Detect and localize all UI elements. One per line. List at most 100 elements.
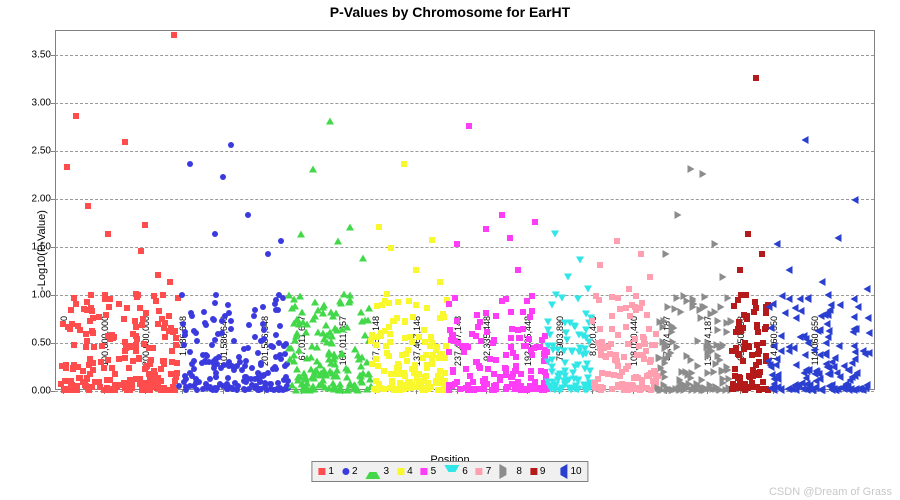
data-point bbox=[743, 292, 749, 298]
legend-marker bbox=[530, 468, 537, 475]
data-point bbox=[290, 296, 298, 303]
data-point bbox=[391, 387, 397, 393]
data-point bbox=[249, 382, 255, 388]
data-point bbox=[126, 365, 132, 371]
data-point bbox=[267, 381, 273, 387]
data-point bbox=[361, 316, 369, 323]
data-point bbox=[323, 338, 331, 345]
data-point bbox=[194, 338, 200, 344]
data-point bbox=[61, 387, 67, 393]
data-point bbox=[823, 351, 830, 359]
data-point bbox=[208, 386, 214, 392]
data-point bbox=[745, 231, 751, 237]
data-point bbox=[162, 334, 168, 340]
data-point bbox=[270, 344, 276, 350]
data-point bbox=[402, 319, 408, 325]
data-point bbox=[854, 303, 861, 311]
data-point bbox=[401, 161, 407, 167]
data-point bbox=[292, 333, 300, 340]
data-point bbox=[544, 319, 552, 326]
data-point bbox=[365, 304, 373, 311]
data-point bbox=[428, 334, 434, 340]
data-point bbox=[251, 313, 257, 319]
data-point bbox=[230, 386, 236, 392]
data-point bbox=[779, 292, 786, 300]
legend-marker bbox=[421, 468, 428, 475]
data-point bbox=[549, 343, 557, 350]
data-point bbox=[384, 350, 390, 356]
data-point bbox=[477, 365, 483, 371]
data-point bbox=[597, 326, 603, 332]
data-point bbox=[528, 368, 534, 374]
data-point bbox=[201, 309, 207, 315]
data-point bbox=[405, 347, 411, 353]
legend-marker bbox=[342, 468, 349, 475]
legend-label: 5 bbox=[431, 466, 437, 477]
data-point bbox=[551, 231, 559, 238]
data-point bbox=[359, 254, 367, 261]
data-point bbox=[849, 359, 856, 367]
data-point bbox=[699, 376, 706, 384]
data-point bbox=[576, 257, 584, 264]
data-point bbox=[463, 366, 469, 372]
data-point bbox=[122, 139, 128, 145]
data-point bbox=[112, 371, 118, 377]
data-point bbox=[133, 324, 139, 330]
legend-label: 7 bbox=[486, 466, 492, 477]
data-point bbox=[835, 234, 842, 242]
data-point bbox=[88, 292, 94, 298]
chart-title: P-Values by Chromosome for EarHT bbox=[0, 4, 900, 20]
legend-label: 1 bbox=[328, 466, 334, 477]
data-point bbox=[816, 375, 823, 383]
data-point bbox=[668, 328, 675, 336]
data-point bbox=[735, 384, 741, 390]
data-point bbox=[219, 330, 225, 336]
data-point bbox=[548, 302, 556, 309]
data-point bbox=[649, 342, 655, 348]
data-point bbox=[133, 291, 139, 297]
data-point bbox=[225, 375, 231, 381]
data-point bbox=[744, 316, 750, 322]
data-point bbox=[614, 358, 620, 364]
data-point bbox=[338, 349, 346, 356]
data-point bbox=[413, 267, 419, 273]
gridline bbox=[55, 55, 874, 56]
data-point bbox=[130, 358, 136, 364]
data-point bbox=[741, 346, 747, 352]
data-point bbox=[493, 386, 499, 392]
manhattan-chart: P-Values by Chromosome for EarHT -Log10(… bbox=[0, 0, 900, 500]
data-point bbox=[763, 310, 769, 316]
data-point bbox=[303, 354, 311, 361]
data-point bbox=[83, 331, 89, 337]
data-point bbox=[81, 306, 87, 312]
data-point bbox=[127, 377, 133, 383]
data-point bbox=[408, 385, 414, 391]
data-point bbox=[564, 273, 572, 280]
legend-marker bbox=[476, 468, 483, 475]
data-point bbox=[105, 333, 111, 339]
data-point bbox=[396, 368, 402, 374]
data-point bbox=[310, 386, 318, 393]
data-point bbox=[660, 317, 667, 325]
data-point bbox=[695, 362, 702, 370]
data-point bbox=[466, 123, 472, 129]
data-point bbox=[507, 235, 513, 241]
data-point bbox=[377, 385, 383, 391]
data-point bbox=[633, 374, 639, 380]
data-point bbox=[133, 342, 139, 348]
data-point bbox=[513, 365, 519, 371]
data-point bbox=[288, 304, 296, 311]
data-point bbox=[811, 346, 818, 354]
gridline bbox=[55, 247, 874, 248]
data-point bbox=[191, 328, 197, 334]
legend-item: 7 bbox=[476, 466, 492, 477]
data-point bbox=[844, 366, 851, 374]
data-point bbox=[657, 354, 664, 362]
data-point bbox=[644, 312, 650, 318]
legend-marker bbox=[444, 465, 459, 479]
data-point bbox=[147, 377, 153, 383]
data-point bbox=[712, 240, 719, 248]
data-point bbox=[477, 319, 483, 325]
data-point bbox=[561, 320, 569, 327]
data-point bbox=[285, 345, 293, 352]
